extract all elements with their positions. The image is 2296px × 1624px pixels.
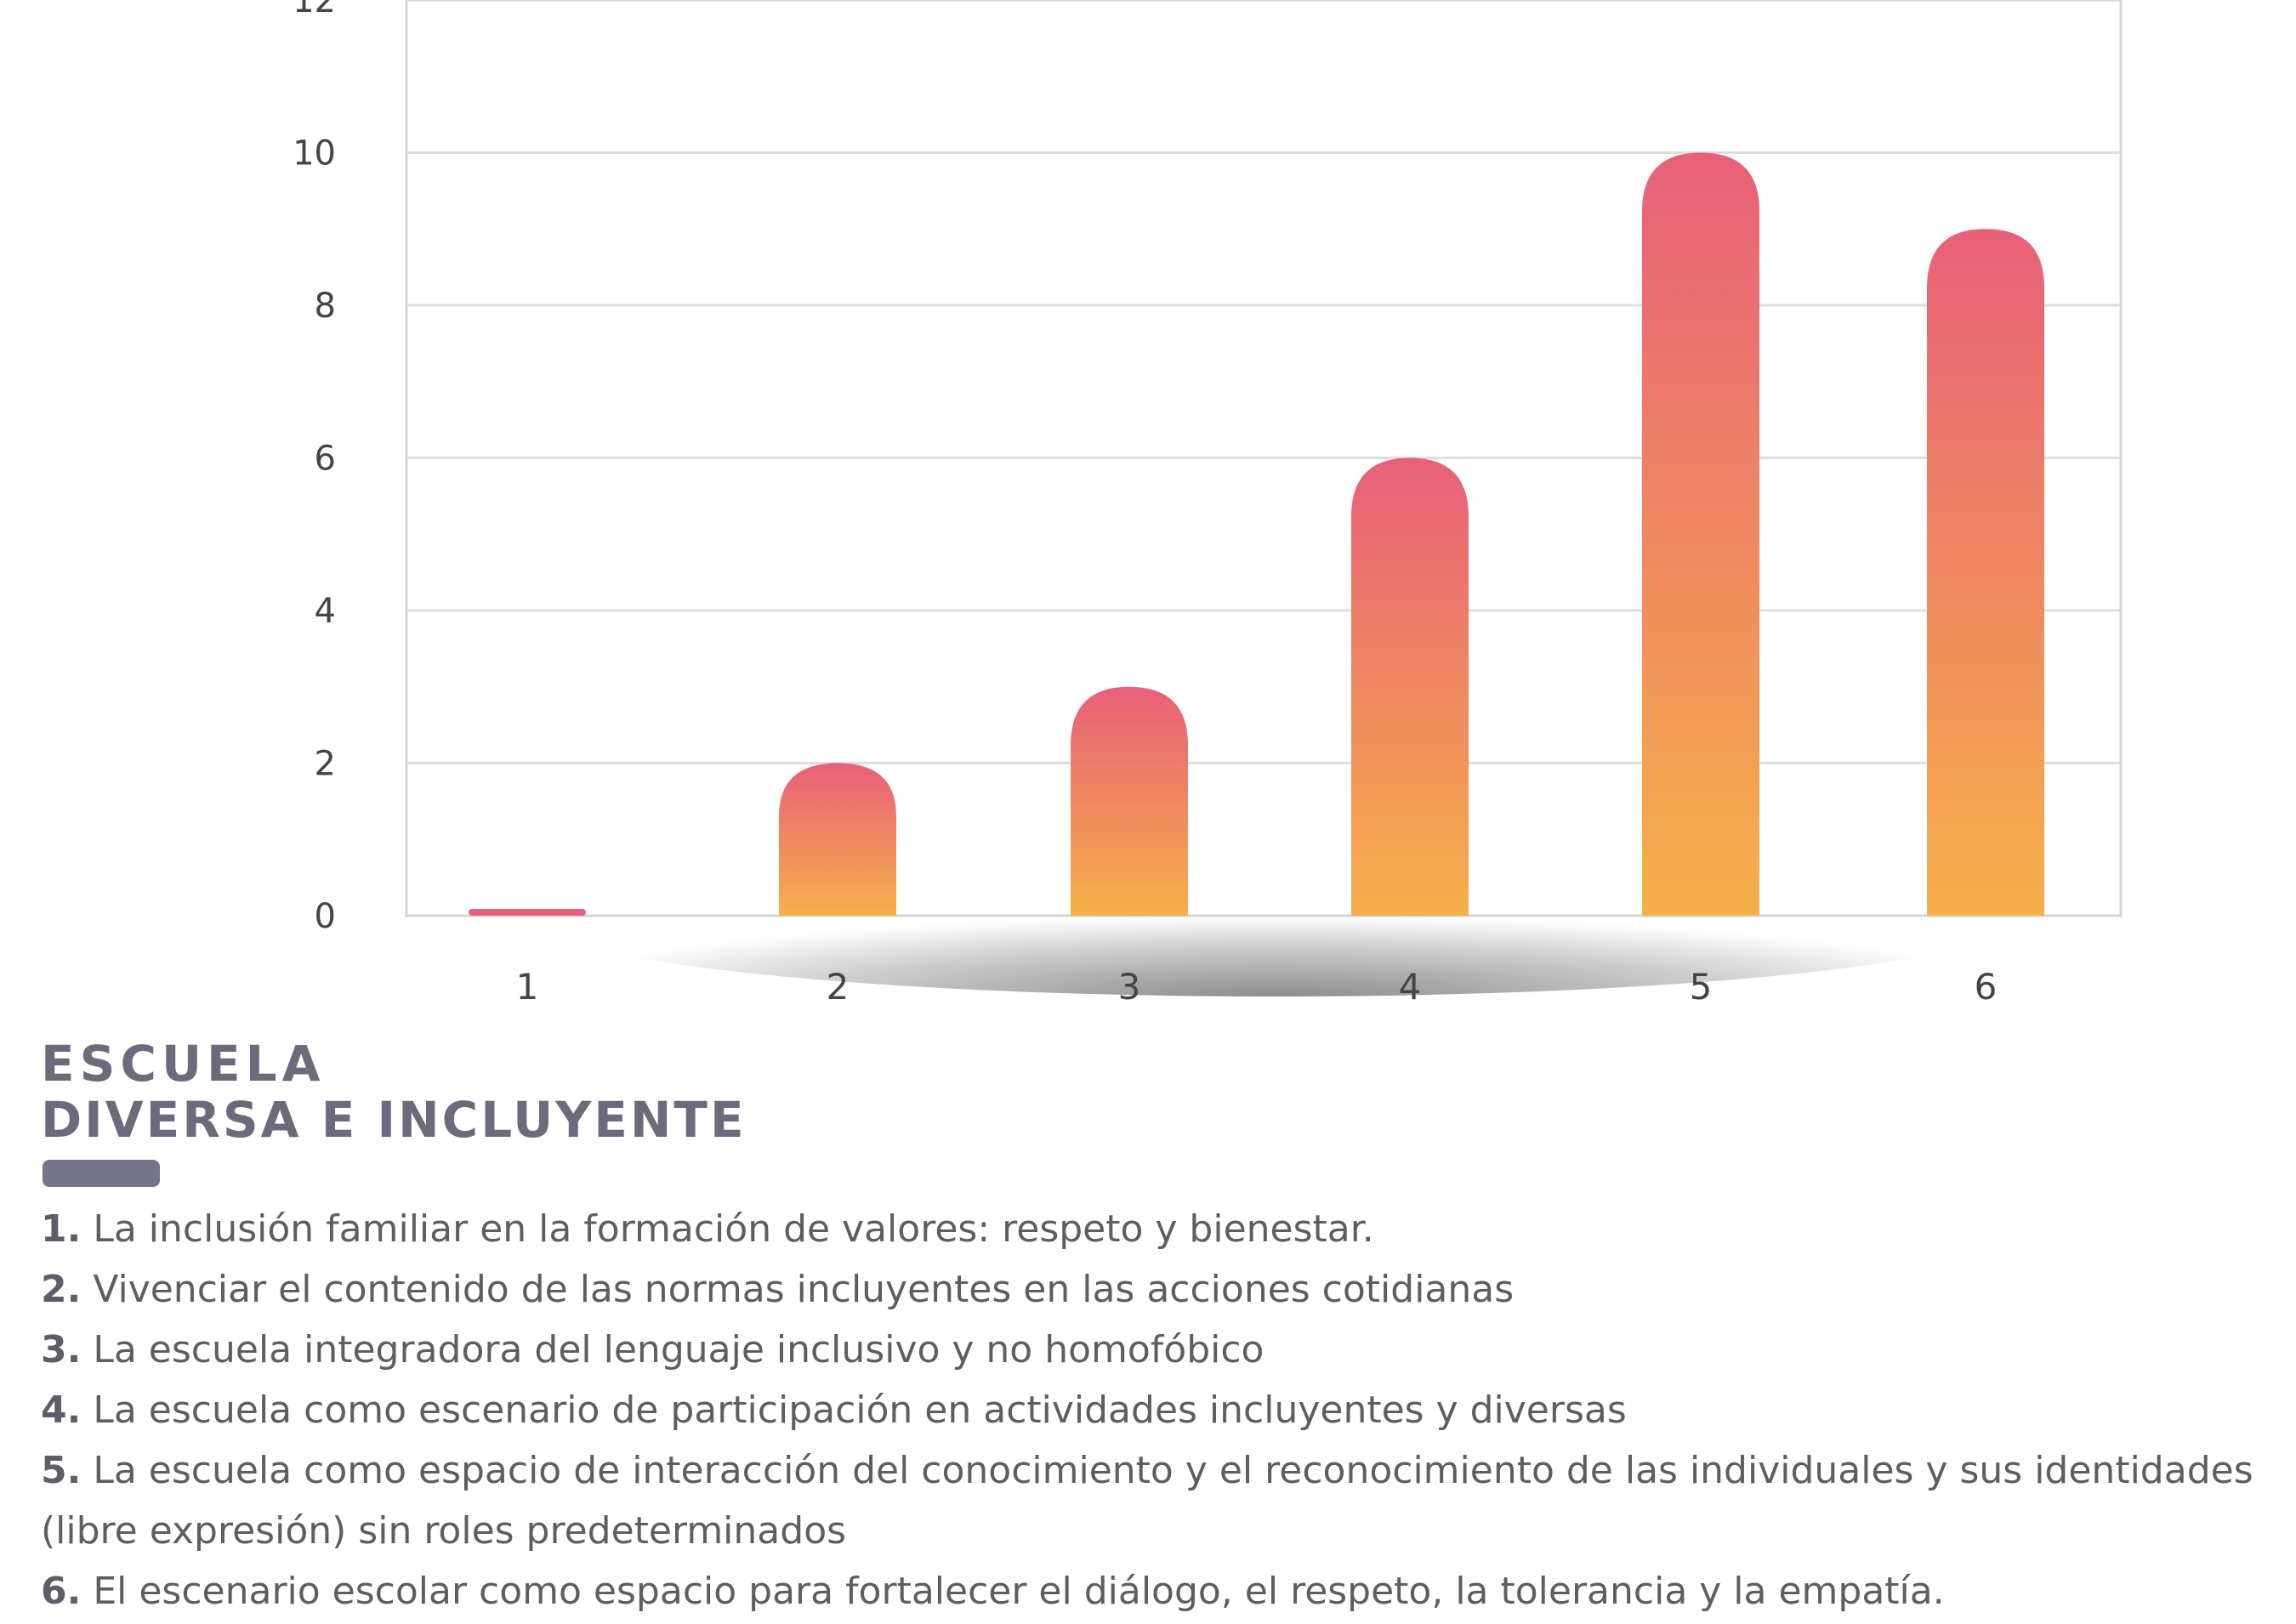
legend-item: 1. La inclusión familiar en la formación … bbox=[41, 1199, 2286, 1259]
legend-text: La escuela integradora del lenguaje incl… bbox=[93, 1328, 1265, 1371]
x-tick-label: 3 bbox=[1118, 966, 1141, 1008]
y-axis-ticks: 0 2 4 6 8 10 12 bbox=[293, 0, 336, 936]
heading-line-1: ESCUELA bbox=[41, 1035, 326, 1093]
legend-number: 1. bbox=[41, 1207, 82, 1251]
legend-number: 5. bbox=[41, 1449, 82, 1492]
legend-number: 2. bbox=[41, 1268, 82, 1311]
x-tick-label: 5 bbox=[1690, 966, 1713, 1008]
gridlines bbox=[406, 151, 2121, 764]
legend-text: La escuela como escenario de participaci… bbox=[93, 1388, 1627, 1432]
y-tick-label: 12 bbox=[293, 0, 336, 20]
floor-shadow bbox=[527, 835, 2024, 997]
x-tick-label: 6 bbox=[1975, 966, 1998, 1008]
legend-text: Vivenciar el contenido de las normas inc… bbox=[93, 1268, 1515, 1311]
x-axis-ticks: 1 2 3 4 5 6 bbox=[516, 966, 1998, 1008]
legend-text: La escuela como espacio de interacción d… bbox=[41, 1449, 2253, 1553]
y-tick-label: 0 bbox=[315, 897, 336, 936]
legend-text: El escenario escolar como espacio para f… bbox=[93, 1570, 1945, 1613]
category-legend: 1. La inclusión familiar en la formación … bbox=[41, 1199, 2286, 1621]
y-tick-label: 4 bbox=[315, 592, 336, 631]
bar-6 bbox=[1927, 229, 2044, 916]
legend-item: 3. La escuela integradora del lenguaje in… bbox=[41, 1320, 2286, 1380]
legend-item: 4. La escuela como escenario de participa… bbox=[41, 1380, 2286, 1440]
bar-5 bbox=[1642, 152, 1759, 916]
y-tick-label: 10 bbox=[293, 134, 336, 173]
legend-item: 6. El escenario escolar como espacio para… bbox=[41, 1561, 2286, 1621]
legend-number: 6. bbox=[41, 1570, 82, 1613]
legend-item: 5. La escuela como espacio de interacción… bbox=[41, 1440, 2286, 1561]
legend-number: 3. bbox=[41, 1328, 82, 1371]
heading-line-2: DIVERSA E INCLUYENTE bbox=[41, 1091, 747, 1149]
x-tick-label: 1 bbox=[516, 966, 539, 1008]
legend-number: 4. bbox=[41, 1388, 82, 1432]
chart-heading: ESCUELA DIVERSA E INCLUYENTE bbox=[41, 1036, 747, 1148]
x-tick-label: 2 bbox=[827, 966, 850, 1008]
bar-body bbox=[1351, 457, 1469, 916]
legend-text: La inclusión familiar en la formación de… bbox=[93, 1207, 1374, 1251]
y-tick-label: 2 bbox=[315, 745, 336, 784]
accent-bar bbox=[43, 1160, 160, 1187]
bar-body bbox=[1642, 152, 1759, 916]
bars bbox=[469, 152, 2044, 916]
y-tick-label: 8 bbox=[315, 287, 336, 326]
x-tick-label: 4 bbox=[1399, 966, 1422, 1008]
legend-item: 2. Vivenciar el contenido de las normas i… bbox=[41, 1259, 2286, 1320]
bar-4 bbox=[1351, 457, 1469, 916]
bar-body bbox=[1927, 229, 2044, 916]
y-tick-label: 6 bbox=[315, 440, 336, 479]
